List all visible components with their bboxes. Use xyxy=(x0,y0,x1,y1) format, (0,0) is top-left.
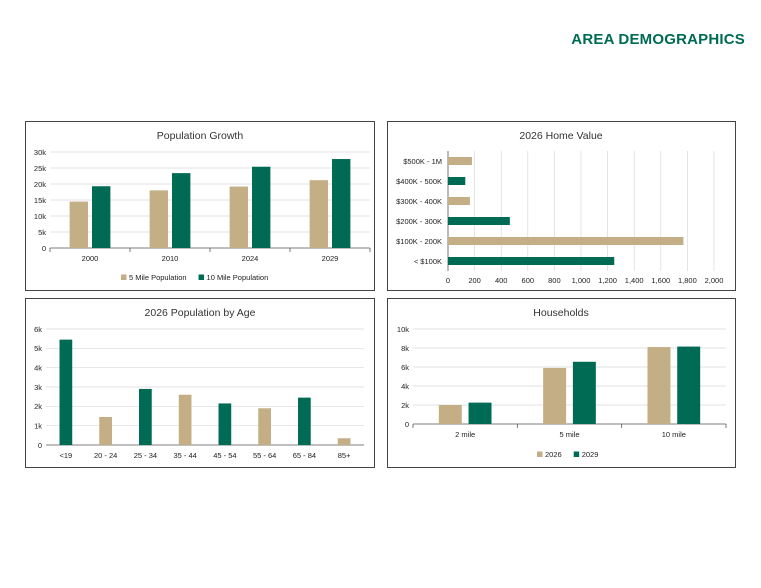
chart-title: Households xyxy=(533,307,588,319)
legend-swatch xyxy=(198,274,205,280)
x-tick-label: 10 mile xyxy=(662,430,686,439)
y-tick-label: 10k xyxy=(397,325,409,334)
y-tick-label: 2k xyxy=(34,402,42,411)
x-tick-label: 0 xyxy=(446,276,450,285)
y-tick-label: 1k xyxy=(34,421,42,430)
x-tick-label: 1,800 xyxy=(678,276,697,285)
bar xyxy=(258,408,271,445)
y-tick-label: 0 xyxy=(405,420,409,429)
x-tick-label: 45 - 54 xyxy=(213,451,236,460)
bar-2029 xyxy=(572,361,596,424)
home-value-chart: 2026 Home Value 0 200 400 600 800 1,000 1,200 1,… xyxy=(387,121,736,291)
bar-5-mile-population xyxy=(149,190,168,248)
bar xyxy=(178,394,192,445)
bar xyxy=(218,403,232,445)
legend-swatch xyxy=(573,451,580,457)
legend-label: 2029 xyxy=(582,450,599,459)
y-tick-label: 30k xyxy=(34,148,46,157)
bar-5-mile-population xyxy=(229,186,248,248)
bar xyxy=(99,416,112,445)
y-tick-label: $200K - 300K xyxy=(396,217,442,226)
bar-10-mile-population xyxy=(252,166,271,248)
bar-2029 xyxy=(468,402,492,424)
y-tick-label: 4k xyxy=(34,363,42,372)
legend-label: 5 Mile Population xyxy=(129,273,187,282)
x-tick-label: 1,400 xyxy=(625,276,644,285)
y-tick-label: < $100K xyxy=(414,257,442,266)
population-growth-chart: Population Growth 0 5k 10k 15k 20k 25k 30k 2000 2… xyxy=(25,121,375,291)
x-tick-label: 2000 xyxy=(82,254,99,263)
x-tick-label: 2024 xyxy=(242,254,259,263)
bar-2026 xyxy=(543,367,567,424)
chart-title: Population Growth xyxy=(157,130,244,142)
bar xyxy=(448,237,684,245)
bar xyxy=(139,388,152,445)
bar xyxy=(337,438,351,445)
bar-2029 xyxy=(677,346,701,424)
y-tick-label: 15k xyxy=(34,196,46,205)
y-tick-label: $500K - 1M xyxy=(403,157,442,166)
y-tick-label: 3k xyxy=(34,383,42,392)
y-tick-label: 2k xyxy=(401,401,409,410)
legend-swatch xyxy=(537,451,543,457)
y-tick-label: $100K - 200K xyxy=(396,237,442,246)
chart-title: 2026 Home Value xyxy=(519,130,602,142)
legend-label: 10 Mile Population xyxy=(207,273,269,282)
x-tick-label: 2010 xyxy=(162,254,179,263)
x-tick-label: 1,200 xyxy=(598,276,617,285)
bar-10-mile-population xyxy=(172,173,191,248)
bar-5-mile-population xyxy=(309,180,328,248)
y-tick-label: 5k xyxy=(38,228,46,237)
bar xyxy=(448,157,472,165)
y-tick-label: 4k xyxy=(401,382,409,391)
bar-2026 xyxy=(438,405,462,424)
x-tick-label: 2,000 xyxy=(705,276,724,285)
x-tick-label: <19 xyxy=(60,451,73,460)
x-tick-label: 400 xyxy=(495,276,508,285)
x-tick-label: 1,600 xyxy=(651,276,670,285)
x-tick-label: 5 mile xyxy=(559,430,579,439)
y-tick-label: 6k xyxy=(34,325,42,334)
legend-label: 2026 xyxy=(545,450,562,459)
bar xyxy=(448,217,510,225)
y-tick-label: 20k xyxy=(34,180,46,189)
bar xyxy=(448,177,466,185)
y-tick-label: 0 xyxy=(38,441,42,450)
bar xyxy=(448,257,615,265)
x-tick-label: 2029 xyxy=(322,254,339,263)
population-by-age-chart: 2026 Population by Age 0 1k 2k 3k 4k 5k 6k <19 20… xyxy=(25,298,375,468)
y-tick-label: 10k xyxy=(34,212,46,221)
bar-10-mile-population xyxy=(92,186,111,248)
bar-5-mile-population xyxy=(69,201,88,248)
y-tick-label: 5k xyxy=(34,344,42,353)
y-tick-label: 25k xyxy=(34,164,46,173)
bar xyxy=(298,397,311,445)
x-tick-label: 65 - 84 xyxy=(293,451,316,460)
x-tick-label: 2 mile xyxy=(455,430,475,439)
x-tick-label: 1,000 xyxy=(572,276,591,285)
x-tick-label: 25 - 34 xyxy=(134,451,157,460)
x-tick-label: 55 - 64 xyxy=(253,451,276,460)
x-tick-label: 35 - 44 xyxy=(173,451,196,460)
chart-title: 2026 Population by Age xyxy=(145,307,256,319)
x-tick-label: 600 xyxy=(522,276,535,285)
y-tick-label: 0 xyxy=(42,244,46,253)
bar-2026 xyxy=(647,347,671,424)
page-title: AREA DEMOGRAPHICS xyxy=(571,31,745,48)
y-tick-label: 6k xyxy=(401,363,409,372)
y-tick-label: $400K - 500K xyxy=(396,177,442,186)
bar xyxy=(448,197,470,205)
households-chart: Households 0 2k 4k 6k 8k 10k 2 mile 5 mile 10 mil… xyxy=(387,298,736,468)
bar xyxy=(59,339,73,445)
legend-swatch xyxy=(121,274,127,280)
bar-10-mile-population xyxy=(332,159,351,248)
x-tick-label: 200 xyxy=(468,276,481,285)
y-tick-label: 8k xyxy=(401,344,409,353)
x-tick-label: 800 xyxy=(548,276,561,285)
x-tick-label: 85+ xyxy=(338,451,351,460)
y-tick-label: $300K - 400K xyxy=(396,197,442,206)
x-tick-label: 20 - 24 xyxy=(94,451,117,460)
